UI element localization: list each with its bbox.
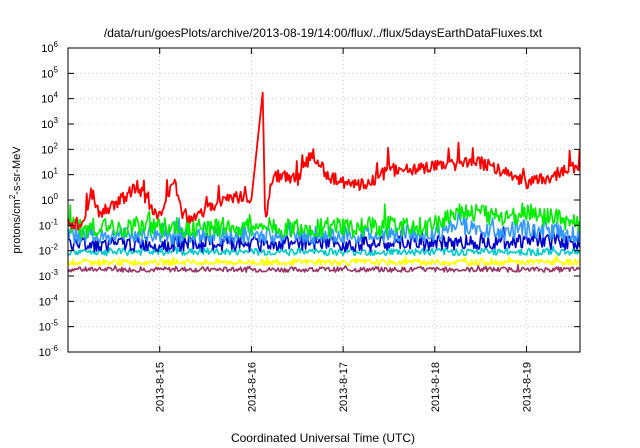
x-axis-ticks: 2013-8-15 2013-8-16 2013-8-17 2013-8-18 2013… (155, 48, 534, 412)
y-tick-label: 10-4 (39, 293, 59, 308)
y-tick-label: 103 (41, 116, 58, 131)
x-tick-label: 2013-8-16 (246, 362, 258, 412)
y-tick-label: 105 (41, 65, 58, 80)
x-tick-label: 2013-8-19 (522, 362, 534, 412)
y-tick-label: 10-1 (39, 217, 59, 232)
chart-title: /data/run/goesPlots/archive/2013-08-19/1… (104, 26, 543, 40)
y-axis-label: protons/cm2-s-sr-MeV (8, 146, 23, 254)
x-tick-label: 2013-8-18 (430, 362, 442, 412)
series-line-1 (67, 91, 581, 231)
y-tick-label: 10-6 (39, 344, 59, 359)
series-line-6 (67, 254, 581, 267)
x-tick-label: 2013-8-17 (338, 362, 350, 412)
series-line-5 (67, 245, 581, 257)
data-series (67, 91, 581, 273)
y-tick-label: 104 (41, 91, 58, 106)
y-axis-label-rest: -s-sr-MeV (11, 146, 23, 195)
y-tick-label: 106 (41, 40, 58, 55)
x-axis-label: Coordinated Universal Time (UTC) (231, 431, 415, 445)
y-tick-label: 101 (41, 167, 58, 182)
y-tick-label: 102 (41, 141, 58, 156)
y-axis-label-main: protons/cm (11, 199, 23, 253)
y-tick-label: 10-3 (39, 268, 59, 283)
y-tick-label: 100 (41, 192, 58, 207)
y-axis-ticks: 10-6 10-5 10-4 10-3 10-2 10-1 100 101 102 103 104 1… (39, 40, 580, 359)
y-tick-label: 10-5 (39, 319, 59, 334)
series-line-2 (67, 202, 581, 239)
series-line-3 (67, 209, 581, 246)
series-line-7 (67, 264, 581, 273)
x-tick-label: 2013-8-15 (155, 362, 167, 412)
y-axis-label-sup: 2 (8, 194, 17, 199)
y-tick-label: 10-2 (39, 243, 59, 258)
